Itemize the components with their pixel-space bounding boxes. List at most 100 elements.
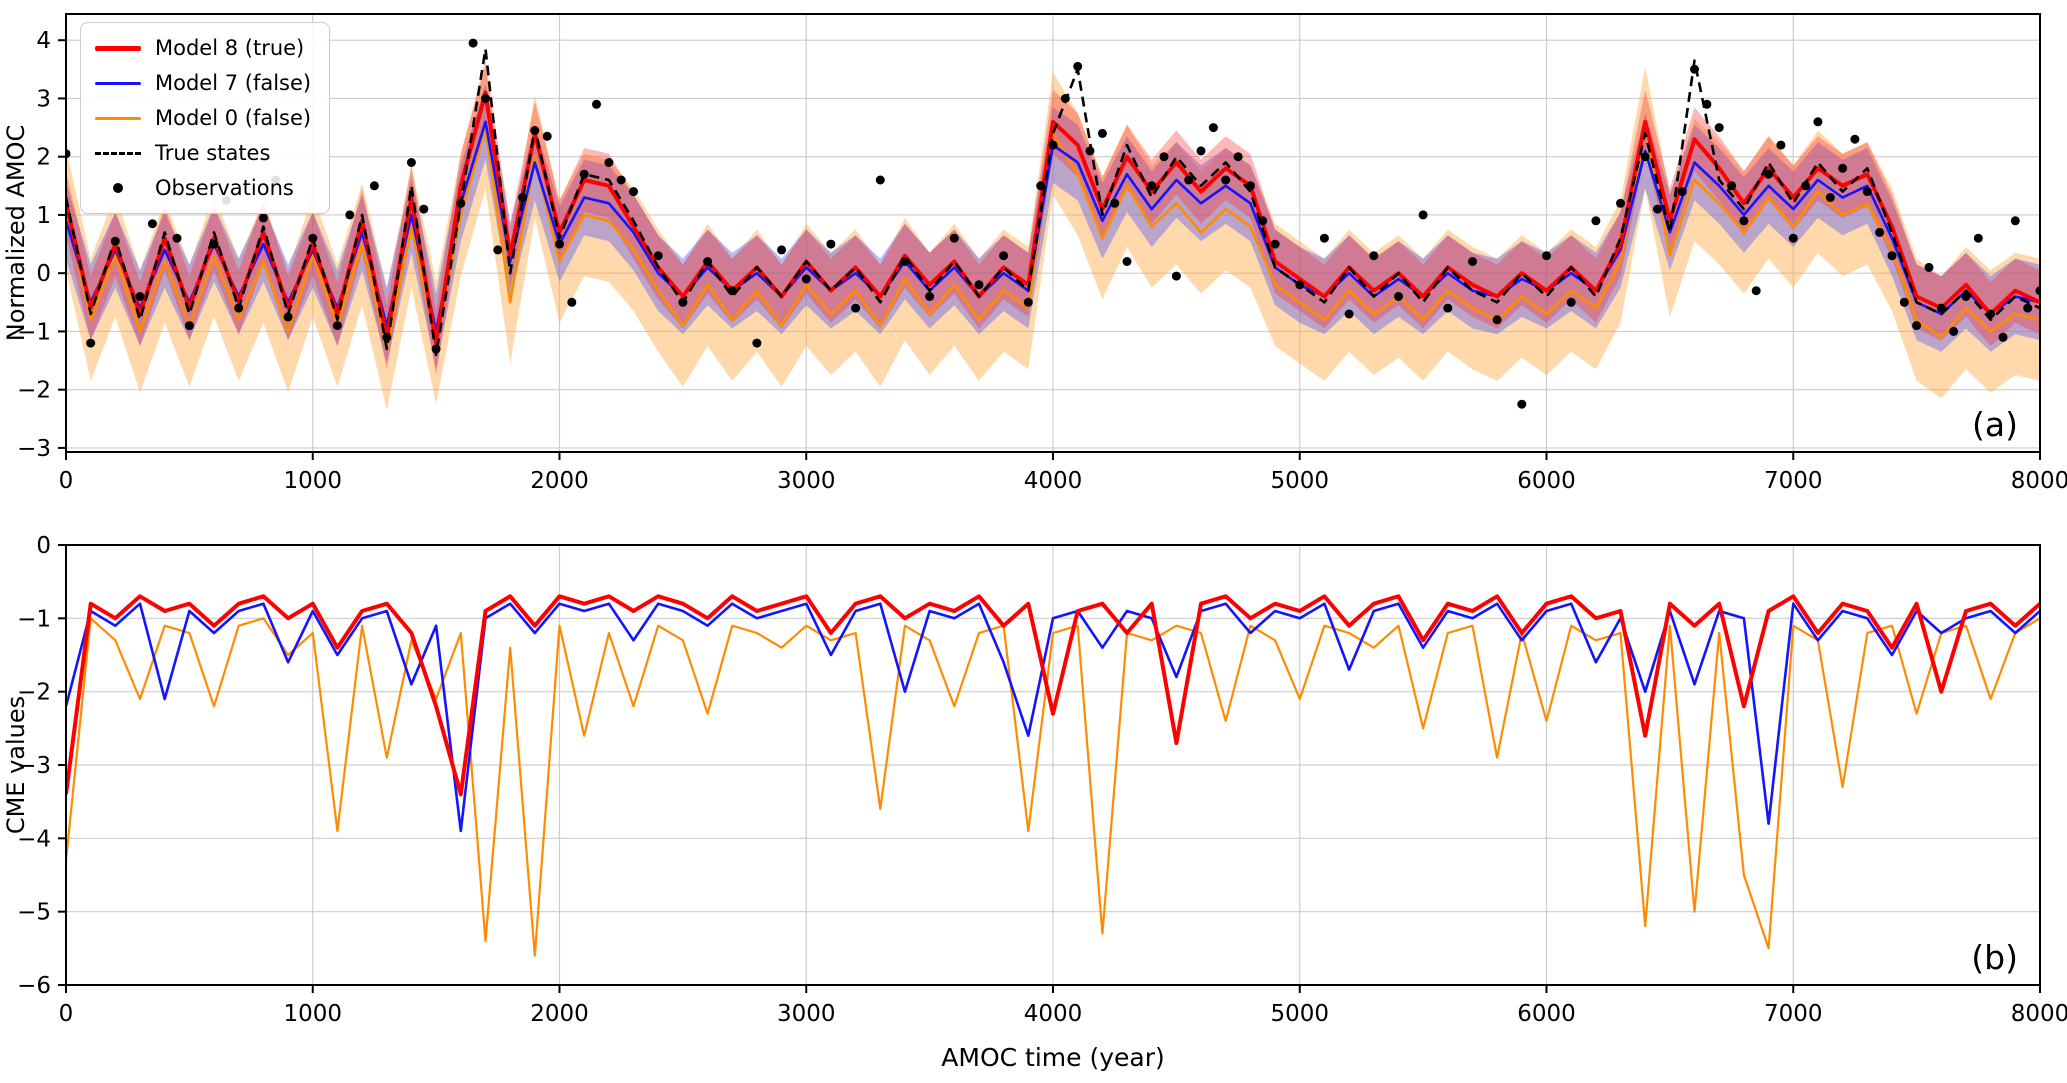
panel-a-plot-area — [66, 38, 2040, 411]
observation-dot — [1714, 123, 1724, 133]
observation-dot — [1764, 169, 1774, 179]
observation-dot — [875, 175, 885, 185]
observation-dot — [1862, 187, 1872, 197]
band-model-8-true- — [66, 60, 2040, 376]
dash-swatch — [95, 151, 141, 155]
observation-dot — [974, 280, 984, 290]
y-axis-title: CME values — [2, 696, 30, 834]
x-tick-label: 3000 — [777, 1001, 836, 1027]
panel-label-a: (a) — [1972, 405, 2018, 444]
x-tick-label: 8000 — [2011, 1001, 2067, 1027]
observation-dot — [1258, 216, 1268, 226]
observation-dot — [1196, 146, 1206, 156]
dot-swatch — [113, 183, 123, 193]
y-tick-label: −5 — [17, 900, 51, 926]
observation-dot — [172, 233, 182, 243]
observation-dot — [1702, 99, 1712, 109]
observation-dot — [900, 257, 910, 266]
observation-dot — [1036, 181, 1046, 191]
observation-dot — [629, 187, 638, 197]
observation-dot — [1159, 152, 1169, 162]
x-tick-label: 0 — [59, 468, 74, 494]
y-tick-label: 0 — [36, 533, 51, 559]
observation-dot — [419, 204, 429, 214]
observation-dot — [1739, 216, 1749, 226]
observation-dot — [1233, 152, 1243, 162]
observation-dot — [1751, 286, 1761, 296]
observation-dot — [1690, 64, 1699, 74]
legend-item: Model 8 (true) — [95, 35, 311, 61]
observation-dot — [530, 126, 540, 135]
observations-dots — [66, 38, 2040, 409]
line-swatch — [95, 45, 141, 51]
legend-label: True states — [155, 140, 271, 165]
legend-swatch-dash-icon — [95, 151, 141, 155]
y-tick-label: −3 — [17, 436, 51, 462]
observation-dot — [1097, 128, 1107, 138]
observation-dot — [1171, 271, 1181, 281]
legend-label: Model 0 (false) — [155, 105, 312, 130]
y-tick-label: −4 — [17, 826, 51, 852]
x-tick-label: 1000 — [283, 1001, 342, 1027]
observation-dot — [1073, 61, 1083, 71]
observation-dot — [1924, 262, 1934, 272]
observation-dot — [1443, 303, 1453, 313]
observation-dot — [493, 245, 503, 255]
line-swatch — [95, 81, 141, 85]
line-true-states — [66, 47, 2040, 357]
observation-dot — [703, 257, 713, 266]
observation-dot — [1122, 257, 1132, 266]
x-tick-label: 4000 — [1024, 1001, 1083, 1027]
observation-dot — [308, 233, 318, 243]
observation-dot — [1838, 163, 1848, 173]
observation-dot — [801, 274, 811, 284]
observation-dot — [592, 99, 601, 109]
observation-dot — [382, 332, 392, 342]
observation-dot — [2023, 303, 2033, 313]
observation-dot — [1677, 187, 1687, 197]
observation-dot — [1825, 193, 1835, 202]
panel-label-b: (b) — [1971, 938, 2018, 977]
observation-dot — [283, 312, 293, 322]
observation-dot — [1949, 326, 1959, 336]
y-tick-label: 1 — [36, 203, 51, 229]
legend-item: Observations — [95, 175, 311, 201]
observation-dot — [1776, 140, 1786, 150]
observation-dot — [777, 245, 787, 255]
observation-dot — [431, 344, 441, 354]
observation-dot — [1147, 181, 1157, 191]
band-model-7-false- — [66, 83, 2040, 370]
observation-dot — [1936, 303, 1946, 313]
observation-dot — [1085, 146, 1095, 156]
observation-dot — [653, 251, 663, 261]
y-tick-label: −2 — [17, 378, 51, 404]
observation-dot — [1912, 321, 1922, 331]
observation-dot — [1850, 134, 1860, 144]
line-model-7-false- — [66, 602, 2040, 833]
observation-dot — [406, 158, 416, 167]
x-tick-label: 2000 — [530, 1001, 589, 1027]
observation-dot — [369, 181, 379, 191]
panel-a-grid — [65, 14, 2041, 452]
observation-dot — [752, 338, 762, 348]
x-tick-label: 2000 — [530, 468, 589, 494]
legend-item: Model 0 (false) — [95, 105, 311, 131]
band-model-0-false- — [66, 66, 2040, 411]
observation-dot — [1788, 233, 1798, 243]
observation-dot — [1813, 117, 1823, 127]
legend-swatch-line-icon — [95, 81, 141, 85]
observation-dot — [999, 251, 1009, 261]
observation-dot — [1221, 175, 1231, 185]
observation-dot — [1801, 181, 1811, 191]
x-tick-label: 8000 — [2011, 468, 2067, 494]
observation-dot — [851, 303, 861, 313]
observation-dot — [1653, 204, 1662, 214]
observation-dot — [1973, 233, 1983, 243]
observation-dot — [1295, 280, 1305, 290]
observation-dot — [1566, 297, 1576, 307]
y-tick-label: −1 — [17, 319, 51, 345]
x-tick-label: 0 — [59, 1001, 74, 1027]
y-tick-label: 3 — [36, 86, 51, 112]
legend-item: Model 7 (false) — [95, 70, 311, 96]
